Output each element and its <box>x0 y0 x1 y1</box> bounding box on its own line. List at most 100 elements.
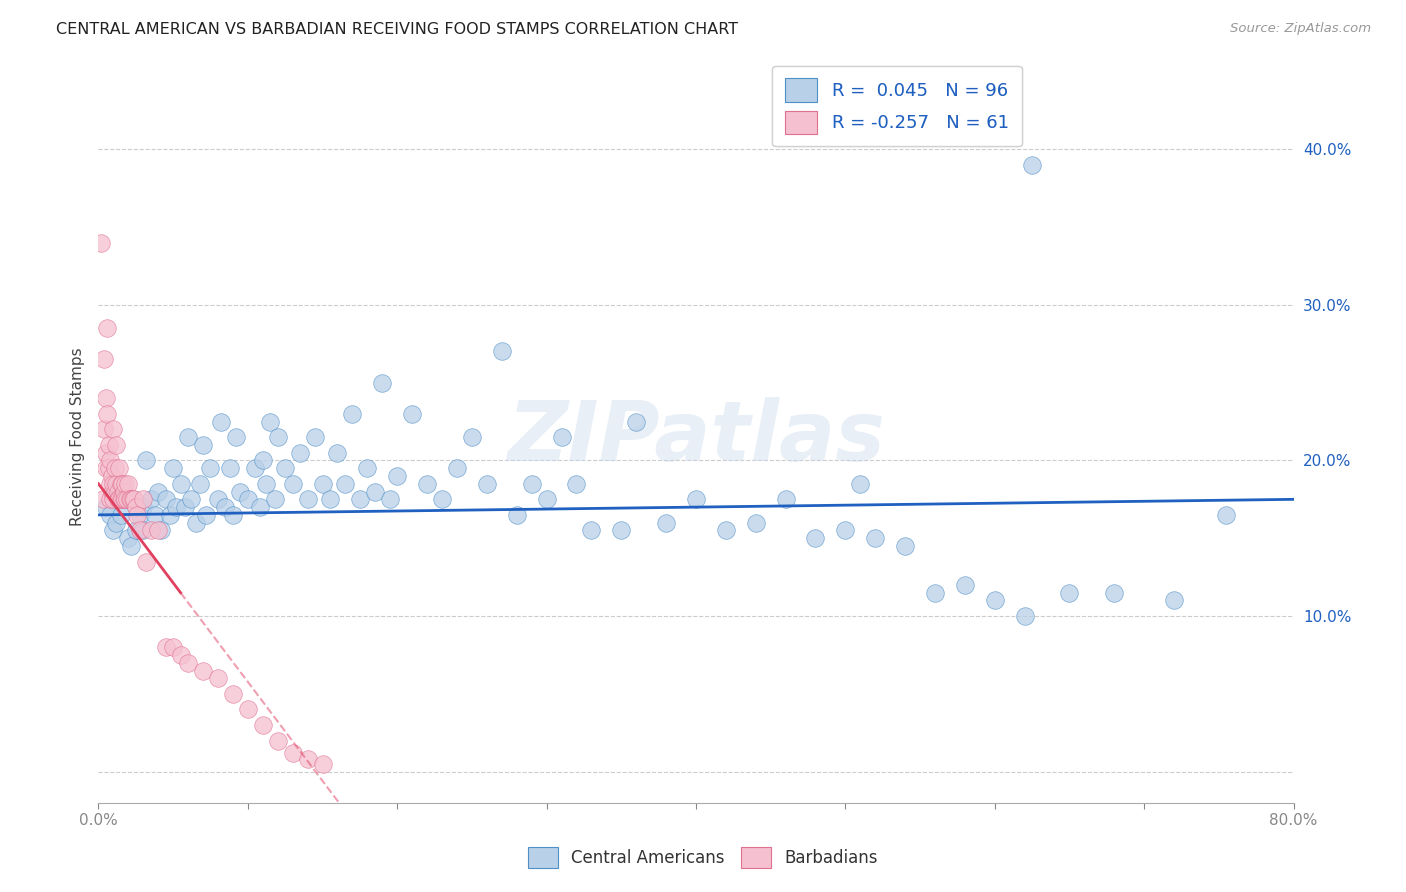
Point <box>430 492 453 507</box>
Point <box>209 415 232 429</box>
Point <box>114 492 136 507</box>
Point <box>159 508 181 522</box>
Point <box>249 500 271 515</box>
Point <box>520 476 543 491</box>
Point <box>326 445 349 459</box>
Point <box>297 752 319 766</box>
Point <box>1014 609 1036 624</box>
Point <box>281 746 304 760</box>
Point <box>288 445 311 459</box>
Point <box>103 422 125 436</box>
Point <box>98 508 122 522</box>
Point <box>252 453 274 467</box>
Point <box>378 492 401 507</box>
Point <box>236 702 259 716</box>
Point <box>311 476 333 491</box>
Point <box>114 492 136 507</box>
Point <box>135 453 157 467</box>
Point <box>281 476 304 491</box>
Point <box>550 430 572 444</box>
Point <box>110 508 132 522</box>
Point <box>108 461 131 475</box>
Legend: R =  0.045   N = 96, R = -0.257   N = 61: R = 0.045 N = 96, R = -0.257 N = 61 <box>772 66 1022 146</box>
Point <box>371 376 394 390</box>
Point <box>849 476 872 491</box>
Point <box>565 476 588 491</box>
Point <box>139 492 162 507</box>
Point <box>125 524 148 538</box>
Point <box>416 476 439 491</box>
Point <box>112 484 135 499</box>
Point <box>103 524 125 538</box>
Point <box>93 352 115 367</box>
Point <box>177 430 200 444</box>
Point <box>120 539 142 553</box>
Point <box>103 492 125 507</box>
Point <box>191 438 214 452</box>
Point <box>94 500 117 515</box>
Point <box>626 415 648 429</box>
Point <box>98 453 122 467</box>
Point <box>105 476 128 491</box>
Point <box>267 430 290 444</box>
Point <box>148 524 170 538</box>
Point <box>229 484 252 499</box>
Point <box>127 508 149 522</box>
Point <box>108 492 131 507</box>
Point <box>894 539 917 553</box>
Point <box>200 461 222 475</box>
Point <box>1021 158 1043 172</box>
Point <box>745 516 768 530</box>
Point <box>110 476 132 491</box>
Point <box>263 492 285 507</box>
Point <box>101 484 124 499</box>
Point <box>865 531 887 545</box>
Point <box>103 476 125 491</box>
Point <box>129 524 152 538</box>
Point <box>304 430 326 444</box>
Point <box>97 438 120 452</box>
Point <box>207 492 229 507</box>
Point <box>714 524 737 538</box>
Point <box>1104 585 1126 599</box>
Point <box>101 469 124 483</box>
Point <box>139 524 162 538</box>
Point <box>1163 593 1185 607</box>
Point <box>188 476 211 491</box>
Point <box>207 671 229 685</box>
Point <box>385 469 409 483</box>
Point <box>97 461 120 475</box>
Point <box>96 407 118 421</box>
Point <box>132 500 155 515</box>
Point <box>177 656 200 670</box>
Point <box>115 492 138 507</box>
Point <box>789 103 811 118</box>
Point <box>110 492 132 507</box>
Point <box>129 508 152 522</box>
Point <box>98 492 122 507</box>
Point <box>446 461 468 475</box>
Point <box>475 476 498 491</box>
Point <box>685 492 707 507</box>
Point <box>94 461 117 475</box>
Point <box>112 492 135 507</box>
Point <box>174 500 197 515</box>
Point <box>180 492 202 507</box>
Point <box>162 461 184 475</box>
Point <box>364 484 387 499</box>
Point <box>356 461 378 475</box>
Point <box>491 344 513 359</box>
Point <box>124 492 146 507</box>
Point <box>342 407 364 421</box>
Point <box>111 476 134 491</box>
Point <box>252 718 274 732</box>
Point <box>114 476 136 491</box>
Point <box>984 593 1007 607</box>
Point <box>93 422 115 436</box>
Point <box>107 492 129 507</box>
Point <box>162 640 184 655</box>
Point <box>319 492 342 507</box>
Point <box>155 640 177 655</box>
Point <box>111 492 134 507</box>
Point <box>254 476 277 491</box>
